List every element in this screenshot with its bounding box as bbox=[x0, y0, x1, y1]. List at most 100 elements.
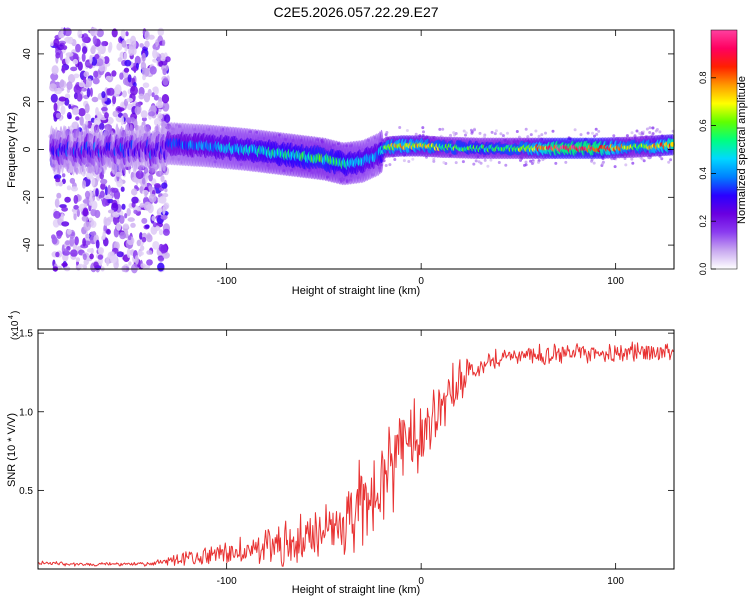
spectrogram-cell bbox=[50, 41, 54, 47]
spectrogram-cell bbox=[75, 116, 80, 121]
spectrogram-cell bbox=[90, 231, 97, 236]
spectrogram-cell bbox=[81, 52, 86, 62]
spectrogram-cell bbox=[141, 236, 147, 243]
spectrogram-cell bbox=[393, 158, 397, 161]
spectrogram-cell bbox=[55, 112, 62, 119]
spectrogram-cell bbox=[164, 187, 168, 193]
spectrogram-cell bbox=[139, 43, 144, 48]
spectrogram-cell bbox=[93, 261, 99, 268]
spectrogram-cell bbox=[123, 52, 128, 61]
spectrogram-cell bbox=[84, 113, 91, 121]
spectrogram-cell bbox=[62, 45, 68, 50]
spectrogram-cell bbox=[82, 208, 89, 217]
spectrogram-cell bbox=[97, 247, 104, 255]
spectrogram-cell bbox=[402, 159, 406, 163]
spectrogram-cell bbox=[162, 205, 166, 216]
spectrogram-cell bbox=[462, 129, 466, 133]
spectrogram-cell bbox=[82, 253, 87, 261]
spectrogram-plot-frame bbox=[37, 29, 675, 270]
spectrogram-cell bbox=[128, 261, 132, 266]
spectrogram-cell bbox=[60, 213, 65, 220]
spectrogram-cell bbox=[398, 126, 402, 129]
spectrogram-cell bbox=[106, 198, 114, 204]
spectrogram-cell bbox=[155, 101, 164, 109]
spectrogram-cell bbox=[63, 27, 72, 37]
spectrogram-cell bbox=[432, 157, 436, 161]
spectrogram-cell bbox=[64, 37, 71, 42]
figure-title: C2E5.2026.057.22.29.E27 bbox=[273, 4, 438, 20]
spectrogram-cell bbox=[137, 251, 144, 256]
spectrogram-cell bbox=[119, 215, 125, 224]
spectrogram-cell bbox=[145, 173, 148, 183]
spectrogram-cell bbox=[157, 262, 165, 272]
spectrogram-cell bbox=[84, 103, 90, 114]
spectrogram-cell bbox=[86, 87, 91, 98]
spectrogram-cell bbox=[125, 31, 129, 37]
spectrogram-cell bbox=[65, 55, 70, 65]
spectrogram-cell bbox=[53, 210, 61, 219]
spectrogram-cell bbox=[82, 199, 90, 204]
spectrogram-cell bbox=[56, 192, 62, 199]
spectrogram-cell bbox=[63, 248, 68, 253]
spectrogram-cell bbox=[75, 257, 81, 262]
spectrogram-cell bbox=[157, 196, 165, 204]
spectrogram-cell bbox=[105, 75, 112, 81]
spectrogram-cell bbox=[149, 66, 157, 75]
spectrogram-cell bbox=[385, 131, 389, 134]
spectrogram-cell bbox=[464, 131, 468, 135]
spectrogram-cell bbox=[648, 126, 652, 130]
spectrogram-cell bbox=[637, 131, 641, 135]
spectrogram-cell bbox=[407, 160, 411, 163]
spectrogram-cell bbox=[84, 190, 91, 199]
spectrogram-cell bbox=[422, 130, 425, 134]
spectrogram-cell bbox=[99, 122, 105, 131]
spectrogram-cell bbox=[101, 197, 108, 207]
spectrogram-cell bbox=[154, 183, 161, 189]
spectrogram-cell bbox=[134, 55, 141, 66]
spectrogram-cell bbox=[669, 158, 673, 162]
spectrogram-cell bbox=[483, 158, 487, 162]
spectrogram-cell bbox=[613, 165, 617, 169]
spectrogram-cell bbox=[83, 71, 90, 78]
spectrogram-cell bbox=[127, 235, 132, 241]
spectrogram-cell bbox=[148, 174, 153, 182]
spectrogram-cell bbox=[146, 234, 153, 243]
spectrogram-cell bbox=[142, 82, 150, 88]
spectrogram-cell bbox=[91, 56, 98, 66]
spectrogram-cell bbox=[62, 173, 66, 178]
spectrogram-cell bbox=[67, 74, 76, 83]
spectrogram-cell bbox=[73, 73, 80, 79]
spectrogram-cell bbox=[133, 65, 137, 73]
spectrogram-cell bbox=[494, 129, 498, 133]
spectrogram-y-axis-label: Frequency (Hz) bbox=[6, 112, 18, 188]
spectrogram-cell bbox=[127, 74, 132, 83]
spectrogram-cell bbox=[162, 102, 170, 112]
spectrogram-cell bbox=[506, 131, 509, 135]
spectrogram-cell bbox=[146, 259, 153, 266]
spectrogram-cell bbox=[129, 249, 134, 255]
spectrogram-cell bbox=[489, 158, 493, 162]
spectrogram-cell bbox=[78, 108, 86, 117]
spectrogram-cell bbox=[162, 228, 170, 236]
spectrogram-cell bbox=[111, 70, 117, 77]
spectrogram-cell bbox=[108, 41, 113, 51]
spectrogram-cell bbox=[86, 248, 93, 253]
spectrogram-cell bbox=[120, 115, 125, 126]
spectrogram-cell bbox=[554, 161, 558, 165]
spectrogram-cell bbox=[56, 231, 62, 239]
spectrogram-cell bbox=[130, 85, 138, 96]
spectrogram-cell bbox=[160, 214, 168, 220]
spectrogram-cell bbox=[641, 132, 645, 136]
spectrogram-cell bbox=[474, 159, 478, 163]
spectrogram-cell bbox=[651, 126, 655, 130]
spectrogram-cell bbox=[91, 200, 98, 210]
spectrogram-cell bbox=[658, 130, 662, 134]
snr-x-tick-label: -100 bbox=[217, 576, 237, 587]
spectrogram-cell bbox=[128, 43, 135, 50]
spectrogram-cell bbox=[136, 239, 141, 247]
spectrogram-cell bbox=[153, 117, 162, 127]
spectrogram-cell bbox=[113, 190, 121, 200]
spectrogram-cell bbox=[101, 107, 108, 112]
spectrogram-cell bbox=[76, 93, 83, 102]
spectrogram-cell bbox=[124, 213, 128, 219]
